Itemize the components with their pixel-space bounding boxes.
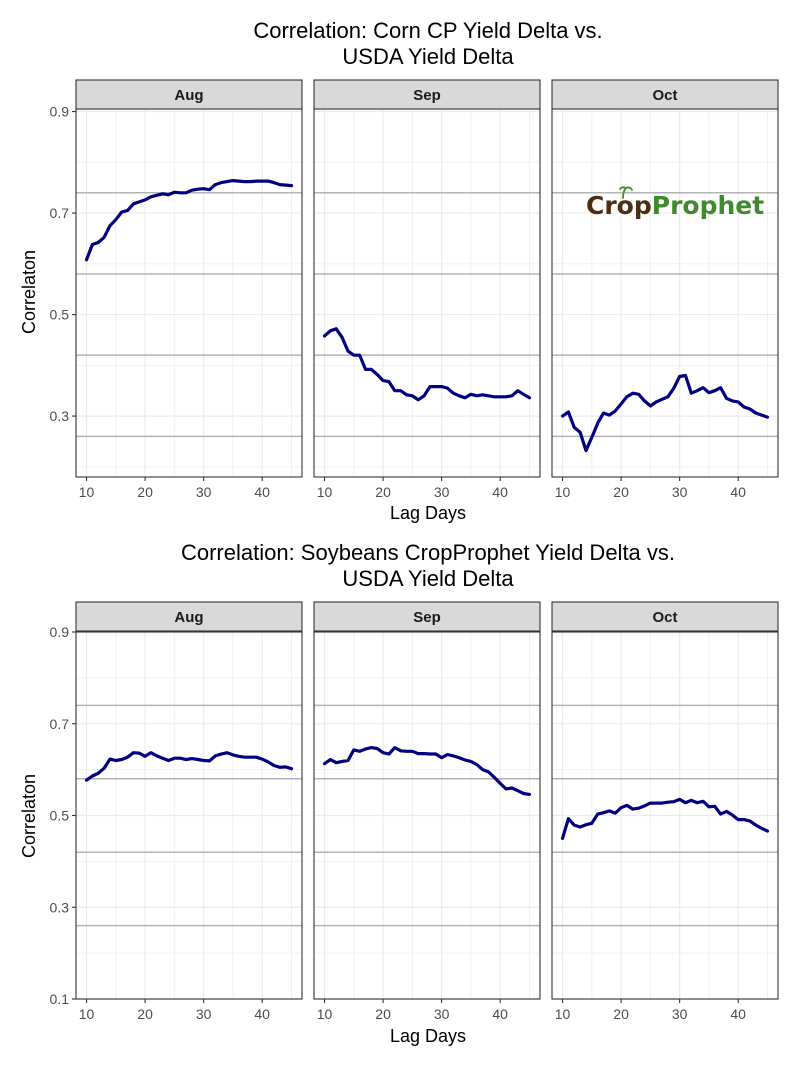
x-tick-label: 10 (317, 1006, 333, 1022)
x-tick-label: 30 (196, 484, 212, 500)
y-tick-label: 0.1 (50, 991, 70, 1007)
facet-label: Aug (174, 87, 203, 104)
y-tick-label: 0.7 (50, 716, 70, 732)
x-tick-label: 20 (613, 484, 629, 500)
series-line-aug (84, 751, 294, 782)
x-tick-label: 40 (254, 484, 270, 500)
svg-text:CropProphet: CropProphet (586, 191, 764, 220)
facet-label: Sep (413, 87, 441, 104)
series-line-oct (560, 373, 770, 453)
logo-text-prophet: Prophet (652, 191, 764, 220)
facet-strip (313, 601, 541, 632)
corn-correlation-chart: Correlation: Corn CP Yield Delta vs. USD… (19, 18, 779, 523)
facet-strip (75, 601, 303, 632)
facet-label: Aug (174, 609, 203, 626)
chart-title-line2: USDA Yield Delta (342, 44, 514, 69)
x-axis-title: Lag Days (390, 1026, 466, 1046)
x-tick-label: 10 (79, 1006, 95, 1022)
y-tick-label: 0.7 (50, 205, 70, 221)
chart-title-line1: Correlation: Corn CP Yield Delta vs. (253, 18, 602, 43)
x-tick-label: 40 (730, 484, 746, 500)
series-line-aug (84, 179, 294, 262)
facet-panel-aug: Aug 10 20 30 40 0.3 0.5 0.7 0.9 (50, 79, 303, 500)
facet-panel-oct: Oct 10 20 30 40 (551, 601, 779, 1022)
facet-label: Sep (413, 609, 441, 626)
y-tick-label: 0.9 (50, 624, 70, 640)
facet-strip (551, 601, 779, 632)
x-tick-label: 20 (375, 1006, 391, 1022)
chart-title-line2: USDA Yield Delta (342, 566, 514, 591)
facet-strip (75, 79, 303, 110)
facet-panel-aug: Aug 10 20 30 40 0.1 0.3 0.5 0.7 0.9 (50, 601, 303, 1022)
x-tick-label: 30 (672, 484, 688, 500)
series-line-sep (322, 327, 532, 402)
facet-strip (551, 79, 779, 110)
facet-panel-sep: Sep 10 20 30 40 (313, 79, 541, 500)
logo-text-crop: Crop (586, 191, 652, 220)
x-tick-label: 40 (492, 484, 508, 500)
x-tick-label: 10 (555, 484, 571, 500)
y-tick-label: 0.3 (50, 899, 70, 915)
panel-border (313, 631, 541, 1000)
y-tick-label: 0.3 (50, 408, 70, 424)
x-tick-label: 10 (555, 1006, 571, 1022)
x-tick-label: 20 (375, 484, 391, 500)
y-axis-title: Correlaton (19, 250, 39, 334)
x-axis-title: Lag Days (390, 503, 466, 523)
x-tick-label: 20 (613, 1006, 629, 1022)
facet-label: Oct (652, 87, 677, 104)
x-tick-label: 20 (137, 484, 153, 500)
x-tick-label: 10 (79, 484, 95, 500)
y-tick-label: 0.5 (50, 808, 70, 824)
soybeans-correlation-chart: Correlation: Soybeans CropProphet Yield … (19, 540, 779, 1046)
panel-border (551, 631, 779, 1000)
x-tick-label: 30 (196, 1006, 212, 1022)
chart-title-line1: Correlation: Soybeans CropProphet Yield … (181, 540, 675, 565)
x-tick-label: 30 (434, 484, 450, 500)
series-line-oct (560, 797, 770, 841)
facet-strip (313, 79, 541, 110)
facet-label: Oct (652, 609, 677, 626)
y-axis-title: Correlaton (19, 774, 39, 858)
cropprophet-logo: CropProphet (586, 186, 764, 220)
x-tick-label: 30 (672, 1006, 688, 1022)
series-line-sep (322, 745, 532, 797)
y-tick-label: 0.5 (50, 307, 70, 323)
y-tick-label: 0.9 (50, 104, 70, 120)
logo-sprout-icon (619, 186, 633, 199)
x-tick-label: 30 (434, 1006, 450, 1022)
facet-panel-sep: Sep 10 20 30 40 (313, 601, 541, 1022)
x-tick-label: 40 (730, 1006, 746, 1022)
x-tick-label: 40 (254, 1006, 270, 1022)
x-tick-label: 40 (492, 1006, 508, 1022)
x-tick-label: 10 (317, 484, 333, 500)
facet-panel-oct: Oct 10 20 30 40 (551, 79, 779, 500)
x-tick-label: 20 (137, 1006, 153, 1022)
